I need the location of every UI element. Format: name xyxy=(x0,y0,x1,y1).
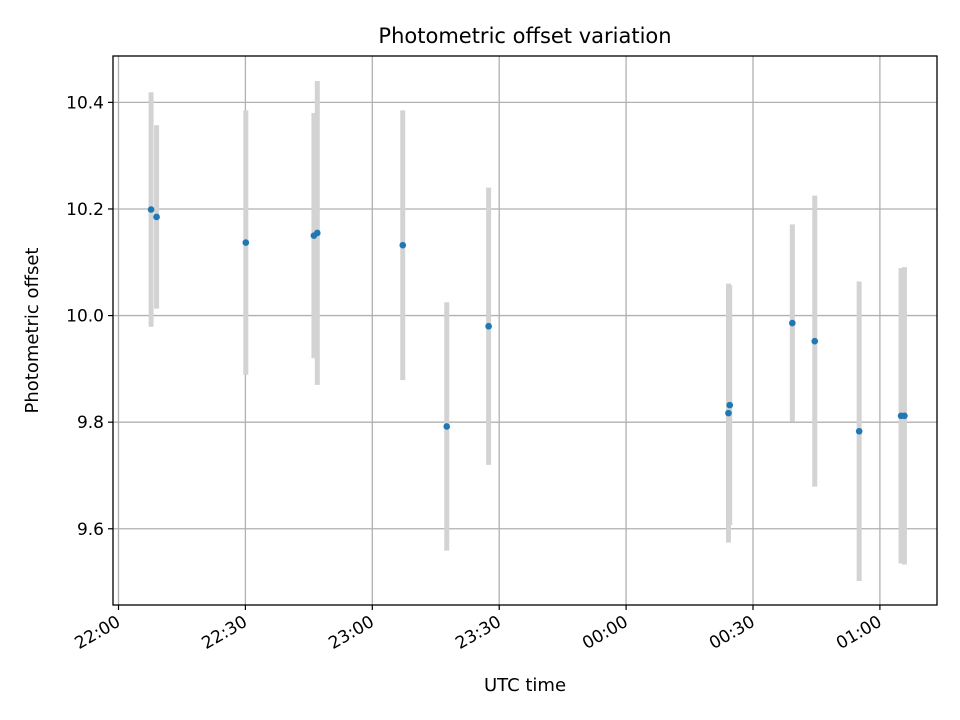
chart-title: Photometric offset variation xyxy=(378,24,671,48)
axes-frame xyxy=(112,55,938,606)
data-point xyxy=(485,322,492,330)
y-tick-label: 9.6 xyxy=(77,520,104,540)
data-point xyxy=(399,241,407,249)
data-point xyxy=(726,401,734,409)
y-tick-label: 10.2 xyxy=(66,200,104,220)
y-tick-label: 9.8 xyxy=(77,413,104,433)
point-layer xyxy=(147,206,908,435)
x-axis-label: UTC time xyxy=(484,675,566,696)
data-point xyxy=(153,213,160,221)
data-point xyxy=(811,337,819,345)
data-point xyxy=(855,427,863,435)
data-point xyxy=(789,319,796,327)
data-point xyxy=(314,229,321,237)
y-tick-label: 10.0 xyxy=(66,307,104,327)
data-point xyxy=(901,412,908,420)
data-point xyxy=(242,239,250,246)
y-axis-label: Photometric offset xyxy=(22,248,43,414)
data-point xyxy=(147,206,155,213)
y-tick-label: 10.4 xyxy=(66,93,104,113)
data-point xyxy=(443,423,451,430)
data-point xyxy=(725,409,732,417)
